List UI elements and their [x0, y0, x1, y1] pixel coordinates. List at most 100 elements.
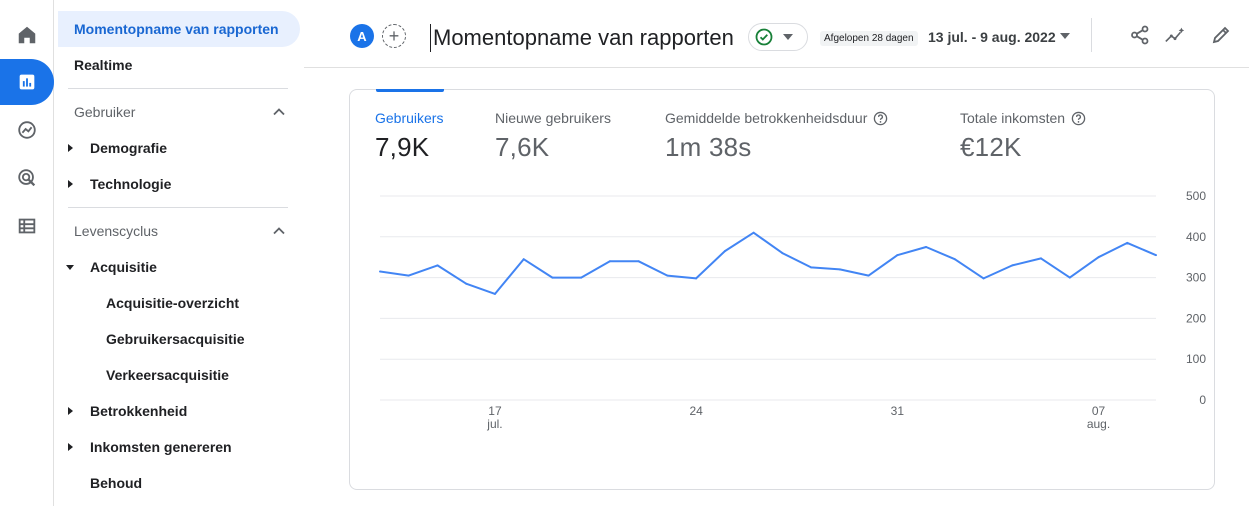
metric-label: Gemiddelde betrokkenheidsduur: [665, 110, 868, 126]
nav-item-label: Inkomsten genereren: [90, 439, 232, 455]
data-point[interactable]: [666, 274, 669, 277]
x-tick-month-label: aug.: [1087, 417, 1110, 431]
data-point[interactable]: [1155, 254, 1157, 257]
y-tick-label: 500: [1186, 189, 1206, 203]
data-point[interactable]: [407, 274, 410, 277]
caret-right-icon: [68, 443, 73, 451]
nav-item-monetization[interactable]: Inkomsten genereren: [54, 429, 300, 465]
nav-item-realtime[interactable]: Realtime: [54, 47, 300, 83]
caret-down-icon: [783, 34, 793, 40]
metric-tab-total-revenue[interactable]: Totale inkomsten €12K: [960, 110, 1086, 163]
data-point[interactable]: [1040, 257, 1043, 260]
data-point[interactable]: [896, 254, 899, 257]
report-header: A + Momentopname van rapporten Afgelopen…: [304, 0, 1249, 68]
nav-item-acquisition-overview[interactable]: Acquisitie-overzicht: [54, 285, 300, 321]
page-title: Momentopname van rapporten: [430, 24, 734, 52]
help-circle-icon[interactable]: [873, 111, 888, 126]
x-tick-label: 07: [1092, 404, 1106, 418]
configure-list-icon[interactable]: [0, 203, 54, 249]
metric-value: 7,9K: [375, 132, 430, 162]
x-tick-label: 17: [488, 404, 502, 418]
data-point[interactable]: [982, 277, 985, 280]
report-sidebar: Momentopname van rapporten Realtime Gebr…: [54, 0, 304, 506]
insights-icon[interactable]: [1164, 24, 1186, 46]
data-point[interactable]: [637, 260, 640, 263]
report-status-dropdown[interactable]: [748, 23, 808, 51]
nav-item-acquisition[interactable]: Acquisitie: [54, 249, 300, 285]
data-point[interactable]: [953, 258, 956, 261]
y-tick-label: 0: [1199, 393, 1206, 407]
caret-right-icon: [68, 144, 73, 152]
metric-value: €12K: [960, 132, 1022, 162]
nav-item-report-snapshot[interactable]: Momentopname van rapporten: [58, 11, 300, 47]
nav-item-traffic-acquisition[interactable]: Verkeersacquisitie: [54, 357, 300, 393]
help-circle-icon[interactable]: [1071, 111, 1086, 126]
data-point[interactable]: [1068, 276, 1071, 279]
metric-value: 1m 38s: [665, 132, 752, 162]
data-point[interactable]: [580, 276, 583, 279]
nav-item-user-acquisition[interactable]: Gebruikersacquisitie: [54, 321, 300, 357]
chevron-up-icon[interactable]: [272, 105, 286, 119]
y-tick-label: 100: [1186, 352, 1206, 366]
nav-item-label: Momentopname van rapporten: [74, 21, 279, 37]
x-tick-month-label: jul.: [486, 417, 502, 431]
data-point[interactable]: [1126, 241, 1129, 244]
metric-tab-avg-engagement[interactable]: Gemiddelde betrokkenheidsduur 1m 38s: [665, 110, 888, 163]
series-line[interactable]: [379, 231, 1157, 295]
reports-icon[interactable]: [0, 59, 54, 105]
section-title-user[interactable]: Gebruiker: [74, 104, 136, 120]
nav-item-label: Betrokkenheid: [90, 403, 188, 419]
nav-item-engagement[interactable]: Betrokkenheid: [54, 393, 300, 429]
data-point[interactable]: [723, 250, 726, 253]
y-tick-label: 200: [1186, 311, 1206, 325]
edit-pencil-icon[interactable]: [1210, 24, 1232, 46]
x-tick-label: 31: [891, 404, 905, 418]
data-point[interactable]: [608, 260, 611, 263]
data-point[interactable]: [838, 268, 841, 271]
data-point[interactable]: [925, 246, 928, 248]
data-point[interactable]: [1097, 256, 1100, 259]
nav-item-label: Acquisitie: [90, 259, 157, 275]
nav-item-retention[interactable]: Behoud: [54, 465, 300, 501]
caret-down-icon: [66, 265, 74, 270]
nav-item-label: Demografie: [90, 140, 168, 156]
metric-label: Gebruikers: [375, 110, 444, 126]
add-comparison-icon[interactable]: +: [382, 24, 406, 48]
header-divider: [1091, 18, 1092, 52]
chevron-up-icon[interactable]: [272, 224, 286, 238]
comparison-avatar[interactable]: A: [350, 24, 374, 48]
data-point[interactable]: [752, 231, 755, 234]
y-tick-label: 400: [1186, 230, 1206, 244]
data-point[interactable]: [436, 264, 439, 267]
active-tab-indicator: [376, 89, 444, 92]
home-icon[interactable]: [0, 12, 54, 58]
nav-item-label: Gebruikersacquisitie: [106, 331, 245, 347]
nav-item-technology[interactable]: Technologie: [54, 166, 300, 202]
divider: [68, 207, 288, 208]
data-point[interactable]: [551, 276, 554, 279]
data-point[interactable]: [493, 292, 496, 295]
share-icon[interactable]: [1129, 24, 1151, 46]
metric-tab-users[interactable]: Gebruikers 7,9K: [375, 110, 443, 163]
x-tick-label: 24: [689, 404, 703, 418]
data-point[interactable]: [781, 252, 784, 255]
metric-tab-new-users[interactable]: Nieuwe gebruikers 7,6K: [495, 110, 611, 163]
metrics-card: Gebruikers 7,9K Nieuwe gebruikers 7,6K G…: [349, 89, 1215, 490]
date-range-picker[interactable]: 13 jul. - 9 aug. 2022: [928, 29, 1056, 45]
nav-item-demographics[interactable]: Demografie: [54, 130, 300, 166]
nav-item-label: Behoud: [90, 475, 143, 491]
explore-icon[interactable]: [0, 107, 54, 153]
data-point[interactable]: [810, 266, 813, 269]
data-point[interactable]: [379, 270, 381, 273]
section-title-lifecycle[interactable]: Levenscyclus: [74, 223, 159, 239]
data-point[interactable]: [465, 282, 468, 285]
data-point[interactable]: [522, 258, 525, 261]
data-point[interactable]: [1011, 264, 1014, 267]
y-tick-label: 300: [1186, 271, 1206, 285]
date-range-caret-icon[interactable]: [1060, 33, 1070, 39]
data-point[interactable]: [867, 274, 870, 277]
nav-item-label: Verkeersacquisitie: [106, 367, 229, 383]
data-point[interactable]: [695, 277, 698, 280]
advertising-icon[interactable]: [0, 155, 54, 201]
